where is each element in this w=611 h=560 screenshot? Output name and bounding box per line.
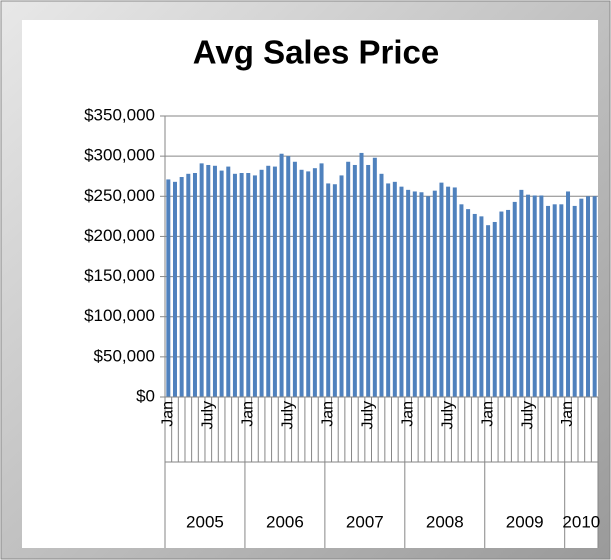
y-tick-label: $250,000 — [84, 186, 155, 205]
bar — [246, 173, 251, 397]
bar — [272, 166, 277, 397]
bar — [232, 173, 237, 397]
y-tick-label: $300,000 — [84, 146, 155, 165]
bar — [546, 205, 551, 397]
year-label: 2009 — [506, 512, 544, 531]
bar — [346, 161, 351, 397]
bar — [526, 194, 531, 397]
bar — [579, 198, 584, 397]
bar — [252, 175, 257, 397]
bar — [319, 163, 324, 397]
bar — [392, 181, 397, 397]
bar — [166, 179, 171, 397]
bar — [552, 204, 557, 397]
bar — [479, 216, 484, 397]
bar — [572, 205, 577, 397]
x-tick-label: Jan — [399, 401, 416, 427]
year-label: 2007 — [346, 512, 384, 531]
bar — [559, 204, 564, 397]
bar — [239, 173, 244, 397]
bar — [492, 221, 497, 397]
bar — [406, 189, 411, 397]
y-tick-label: $0 — [136, 386, 155, 405]
bar — [226, 166, 231, 397]
bar — [359, 152, 364, 397]
bar — [506, 209, 511, 397]
bar — [399, 186, 404, 397]
bar — [532, 195, 537, 397]
y-tick-label: $200,000 — [84, 226, 155, 245]
bar — [199, 163, 204, 397]
year-label: 2005 — [186, 512, 224, 531]
bar — [519, 189, 524, 397]
x-tick-label: July — [359, 401, 376, 429]
year-label: 2006 — [266, 512, 304, 531]
x-tick-label: July — [279, 401, 296, 429]
bar — [306, 171, 311, 397]
bar — [212, 165, 217, 397]
y-tick-label: $50,000 — [94, 346, 155, 365]
bar — [312, 168, 317, 397]
bar — [419, 192, 424, 397]
x-tick-label: Jan — [319, 401, 336, 427]
bar — [459, 204, 464, 397]
bar — [426, 196, 431, 397]
bar — [412, 191, 417, 397]
bar — [299, 169, 304, 397]
bar — [192, 173, 197, 397]
y-tick-label: $350,000 — [84, 105, 155, 124]
chart-title: Avg Sales Price — [193, 34, 439, 71]
x-tick-label: Jan — [239, 401, 256, 427]
bar — [326, 183, 331, 397]
x-tick-label: July — [439, 401, 456, 429]
bar — [186, 173, 191, 397]
bar — [379, 173, 384, 397]
bar — [539, 195, 544, 397]
bar — [206, 164, 211, 397]
y-tick-label: $100,000 — [84, 306, 155, 325]
x-tick-label: Jan — [160, 401, 177, 427]
bar — [592, 196, 597, 397]
x-tick-label: July — [519, 401, 536, 429]
year-label: 2010 — [562, 512, 600, 531]
bar — [439, 182, 444, 397]
bar — [259, 169, 264, 397]
bar — [499, 211, 504, 397]
bar — [172, 181, 177, 397]
x-tick-label: July — [200, 401, 217, 429]
bar — [446, 186, 451, 397]
bar — [512, 201, 517, 397]
bar — [432, 190, 437, 397]
bar — [372, 157, 377, 397]
year-label: 2008 — [426, 512, 464, 531]
bar — [266, 165, 271, 397]
bar — [486, 225, 491, 397]
bar — [286, 156, 291, 397]
bar — [179, 177, 184, 397]
bar — [219, 170, 224, 397]
x-tick-label: Jan — [479, 401, 496, 427]
bar — [586, 196, 591, 397]
bar — [292, 161, 297, 397]
bar — [279, 153, 284, 397]
bar — [332, 184, 337, 397]
bar — [352, 164, 357, 397]
bar — [339, 175, 344, 397]
x-tick-label: Jan — [559, 401, 576, 427]
bar — [452, 187, 457, 397]
bar — [366, 164, 371, 397]
bar — [386, 183, 391, 397]
bar — [466, 209, 471, 397]
bar — [472, 213, 477, 397]
bar — [566, 191, 571, 397]
y-tick-label: $150,000 — [84, 266, 155, 285]
